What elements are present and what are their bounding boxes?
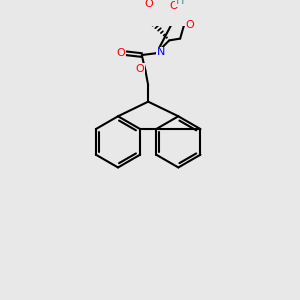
Text: O: O — [145, 0, 154, 9]
Text: N: N — [157, 47, 165, 57]
Text: O: O — [136, 64, 144, 74]
Text: O: O — [186, 20, 195, 30]
Text: H: H — [176, 0, 184, 6]
Text: O: O — [116, 48, 125, 58]
Text: O: O — [169, 1, 178, 11]
